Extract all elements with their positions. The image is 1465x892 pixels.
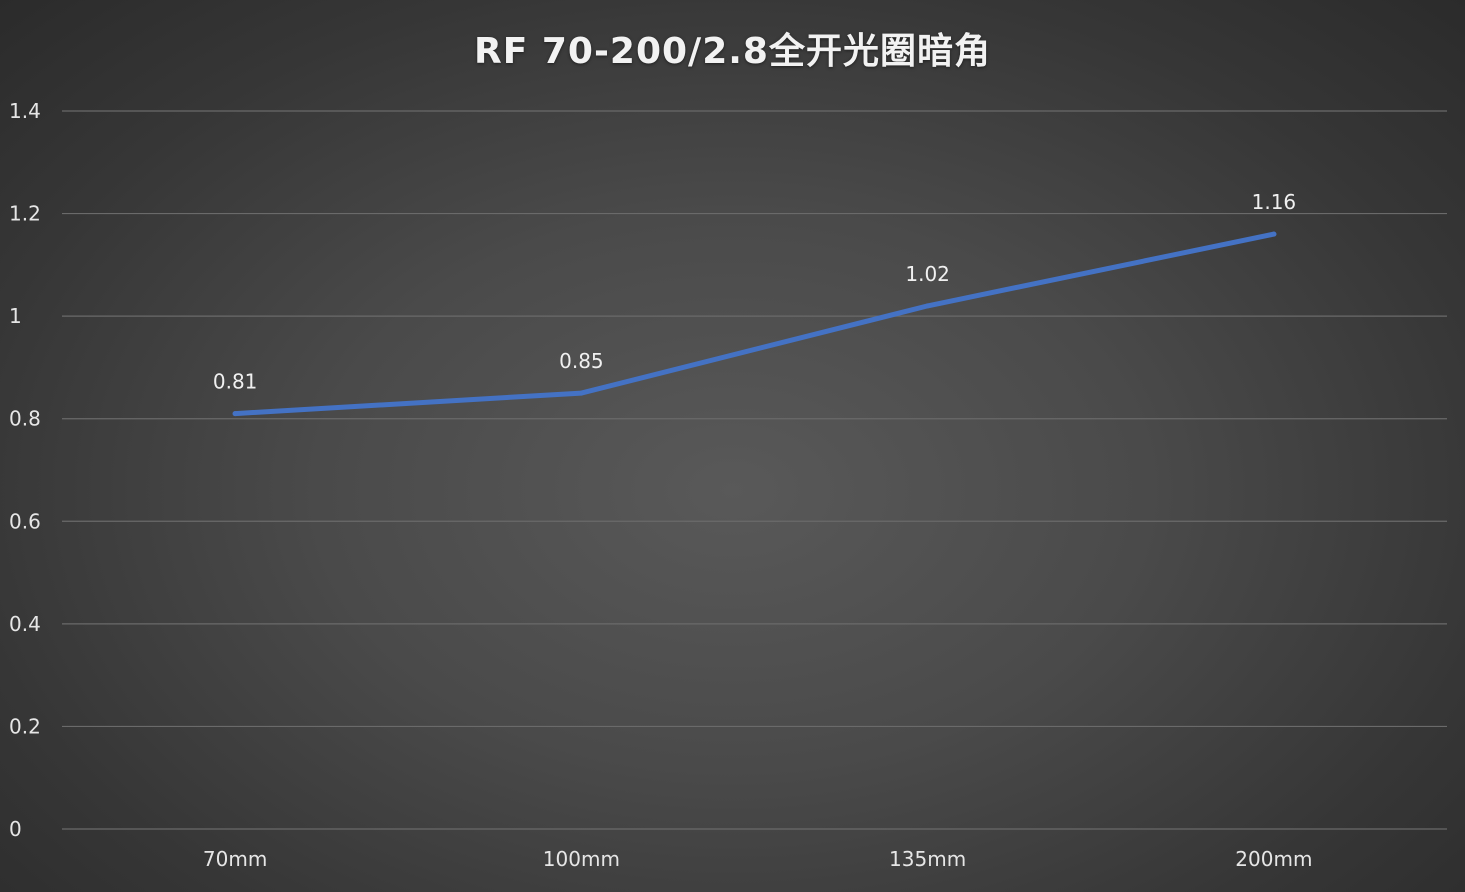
data-point-3 (1271, 231, 1277, 237)
data-label-0: 0.81 (213, 370, 258, 394)
x-tick-label-0: 70mm (203, 847, 267, 871)
data-point-0 (232, 411, 238, 417)
data-point-1 (578, 390, 584, 396)
data-labels: 0.81 0.85 1.02 1.16 (213, 190, 1296, 394)
y-tick-label-7: 1.4 (9, 99, 41, 123)
series-layer (232, 231, 1277, 417)
data-label-3: 1.16 (1252, 190, 1297, 214)
data-label-2: 1.02 (905, 262, 950, 286)
data-label-1: 0.85 (559, 349, 604, 373)
chart-title: RF 70-200/2.8全开光圈暗角 (474, 31, 991, 72)
y-tick-label-5: 1 (9, 304, 22, 328)
y-axis-tick-labels: 0 0.2 0.4 0.6 0.8 1 1.2 1.4 (9, 99, 41, 841)
y-tick-label-3: 0.6 (9, 509, 41, 533)
x-tick-label-3: 200mm (1235, 847, 1312, 871)
y-tick-label-2: 0.4 (9, 612, 41, 636)
grid-lines (62, 110, 1447, 830)
y-tick-label-4: 0.8 (9, 407, 41, 431)
x-tick-label-2: 135mm (889, 847, 966, 871)
x-tick-label-1: 100mm (543, 847, 620, 871)
data-point-2 (925, 303, 931, 309)
x-axis-tick-labels: 70mm 100mm 135mm 200mm (203, 847, 1313, 871)
y-tick-label-0: 0 (9, 817, 22, 841)
y-tick-label-6: 1.2 (9, 202, 41, 226)
y-tick-label-1: 0.2 (9, 714, 41, 738)
series-line-0 (232, 231, 1277, 417)
